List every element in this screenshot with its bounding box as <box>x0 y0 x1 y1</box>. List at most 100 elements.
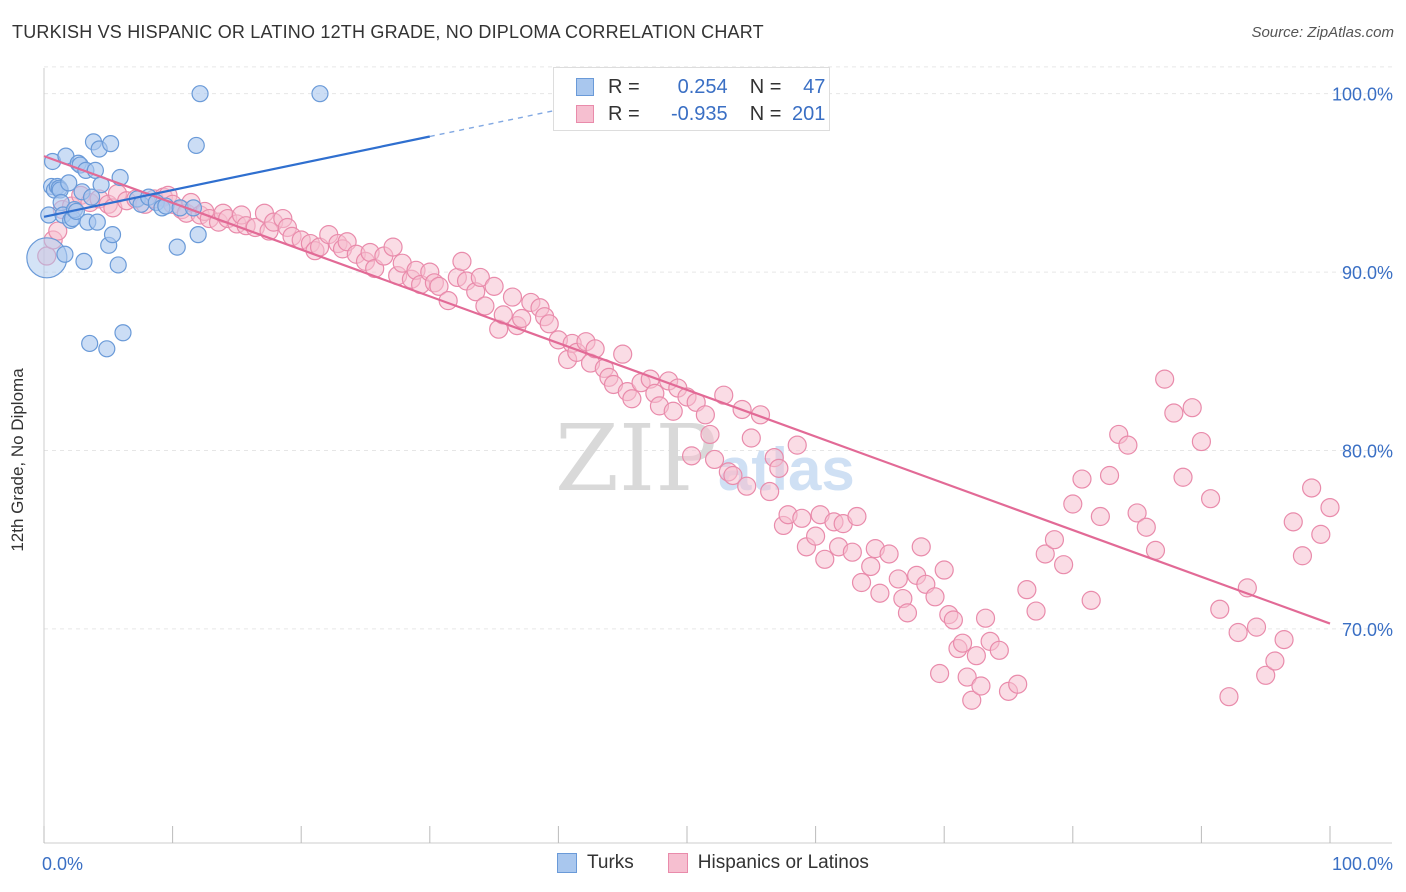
hispanic-point <box>1265 651 1285 671</box>
hispanic-point <box>870 583 890 603</box>
hispanic-point <box>1035 544 1055 564</box>
x-tick-label: 0.0% <box>42 854 83 874</box>
hispanic-point <box>704 449 725 470</box>
hispanic-point <box>723 465 743 486</box>
turks-point <box>187 136 205 155</box>
hispanic-point <box>475 296 495 316</box>
series-swatch-turks <box>557 853 577 873</box>
hispanic-point <box>1044 530 1065 550</box>
turks-point <box>81 334 99 353</box>
turks-point <box>311 85 329 103</box>
legend-r-label: R = <box>608 102 640 125</box>
hispanic-point <box>1072 469 1092 489</box>
hispanic-point <box>695 405 715 425</box>
source-label: Source: ZipAtlas.com <box>1251 24 1394 41</box>
legend-swatch-turks <box>576 78 594 96</box>
hispanic-point <box>962 690 982 710</box>
turks-point <box>98 340 116 358</box>
hispanic-point <box>861 556 881 577</box>
x-tick-label: 100.0% <box>1332 854 1393 874</box>
hispanic-point <box>741 428 761 448</box>
hispanic-point <box>879 544 899 564</box>
hispanic-point <box>700 424 720 445</box>
hispanic-point <box>815 549 835 569</box>
hispanic-point <box>1155 369 1175 389</box>
hispanic-point <box>1256 665 1276 685</box>
legend-swatch-hispanic <box>576 105 594 123</box>
hispanic-point <box>512 308 532 329</box>
turks-point <box>109 256 127 274</box>
hispanic-point <box>585 339 605 359</box>
axes <box>43 68 1392 844</box>
hispanic-point <box>1228 622 1248 643</box>
series-swatch-hispanic <box>667 853 688 873</box>
hispanic-point <box>622 389 642 409</box>
legend-row-turks: R = 0.254 N = 47 <box>576 75 825 99</box>
hispanic-point <box>1302 478 1322 498</box>
hispanic-point <box>989 640 1009 660</box>
hispanic-point <box>888 569 908 589</box>
turks-point <box>103 226 122 244</box>
hispanic-point <box>502 287 523 307</box>
legend-r-label: R = <box>608 75 640 98</box>
hispanic-point <box>1081 590 1101 610</box>
hispanic-point <box>760 481 780 502</box>
turks-point <box>114 324 132 342</box>
hispanic-point <box>452 251 472 271</box>
hispanic-point <box>943 610 963 630</box>
hispanic-point <box>971 676 991 696</box>
turks-trend-line <box>43 135 431 218</box>
hispanic-point <box>1219 687 1239 707</box>
turks-point <box>191 85 209 103</box>
turks-point <box>60 174 78 192</box>
hispanic-point <box>911 537 931 557</box>
hispanic-point <box>966 646 986 666</box>
legend-n-label: N = <box>749 102 782 125</box>
tick-labels: 100.0% 90.0% 80.0% 70.0% 0.0% 100.0% <box>42 85 1393 874</box>
hispanic-point <box>792 508 812 528</box>
series-label-turks: Turks <box>587 852 634 873</box>
hispanic-point <box>1054 555 1074 575</box>
series-label-hispanic: Hispanics or Latinos <box>697 852 869 873</box>
y-tick-label: 100.0% <box>1332 85 1393 105</box>
hispanic-point <box>1191 431 1212 452</box>
hispanic-point <box>925 587 945 607</box>
correlation-legend: R = 0.254 N = 47 R = -0.935 N = 201 <box>553 67 830 131</box>
hispanic-point <box>1173 467 1193 487</box>
hispanic-point <box>1200 489 1221 509</box>
turks-point <box>168 238 186 256</box>
hispanic-point <box>484 276 504 296</box>
hispanic-point <box>1283 512 1303 532</box>
y-tick-label: 70.0% <box>1342 620 1393 640</box>
hispanic-point <box>897 603 918 623</box>
hispanic-point <box>1026 601 1046 621</box>
hispanic-point <box>930 663 950 684</box>
hispanic-point <box>1099 465 1120 486</box>
hispanic-point <box>1017 580 1037 600</box>
legend-n-value: 201 <box>792 102 826 125</box>
series-legend-hispanic: Hispanics or Latinos <box>667 852 869 874</box>
hispanic-point <box>1127 503 1147 523</box>
turks-point <box>102 135 120 153</box>
turks-point <box>75 252 93 270</box>
turks-trend-extension <box>429 109 559 138</box>
turks-point <box>56 245 74 263</box>
hispanic-point <box>952 633 973 653</box>
hispanic-point <box>48 221 68 241</box>
hispanic-point <box>1292 546 1313 566</box>
hispanic-point <box>1008 674 1028 694</box>
trend-lines <box>43 109 1331 625</box>
legend-n-label: N = <box>749 75 782 98</box>
hispanic-point <box>934 560 954 580</box>
hispanic-point <box>847 506 867 527</box>
hispanic-trend-line <box>43 155 1331 625</box>
series-legend: Turks Hispanics or Latinos <box>557 852 903 874</box>
legend-n-value: 47 <box>803 75 826 98</box>
gridlines <box>44 66 1392 630</box>
hispanic-point <box>1063 494 1083 514</box>
hispanic-point <box>1311 524 1331 544</box>
hispanic-point <box>957 667 977 687</box>
series-legend-turks: Turks <box>557 852 634 874</box>
hispanic-point <box>613 344 633 364</box>
